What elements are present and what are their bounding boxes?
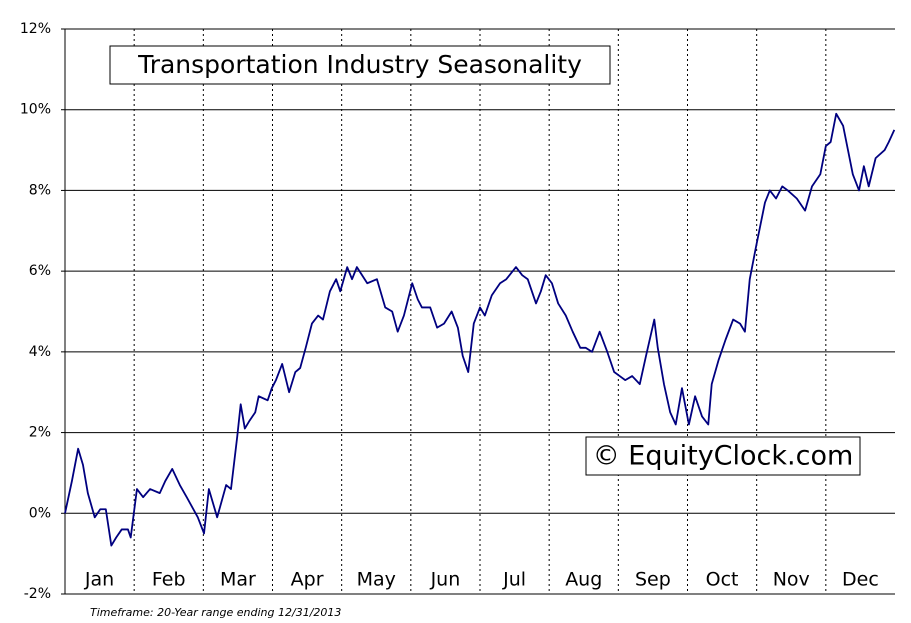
x-tick-label: Jul	[502, 569, 526, 591]
x-tick-label: Feb	[152, 569, 186, 591]
x-tick-label: Nov	[773, 569, 810, 591]
title-box	[109, 45, 611, 85]
y-tick-label: 4%	[29, 344, 51, 360]
watermark: © EquityClock.com	[593, 441, 854, 472]
x-tick-label: Dec	[842, 569, 879, 591]
series-line	[64, 112, 896, 547]
watermark-box	[585, 436, 861, 476]
x-tick-label: Jan	[84, 569, 114, 591]
plot-layer: Jan Feb Mar Apr May Jun Jul Aug Sep Oct Nov Dec -2% 0…	[20, 21, 896, 602]
x-tick-label: Mar	[220, 569, 256, 591]
x-tick-label: Apr	[291, 569, 324, 591]
y-tick-label: 2%	[29, 425, 51, 441]
x-tick-label: May	[357, 569, 396, 591]
y-tick-label: 8%	[29, 182, 51, 198]
y-tick-label: -2%	[24, 586, 51, 602]
x-tick-label: Sep	[635, 569, 671, 591]
chart-title: Transportation Industry Seasonality	[137, 50, 582, 79]
y-tick-label: 0%	[29, 505, 51, 521]
footnote: Timeframe: 20-Year range ending 12/31/20…	[90, 606, 341, 619]
x-tick-label: Aug	[565, 569, 602, 591]
y-tick-label: 6%	[29, 263, 51, 279]
x-tick-label: Jun	[430, 569, 461, 591]
y-tick-label: 12%	[20, 21, 51, 37]
y-tick-label: 10%	[20, 102, 51, 118]
x-tick-label: Oct	[706, 569, 739, 591]
